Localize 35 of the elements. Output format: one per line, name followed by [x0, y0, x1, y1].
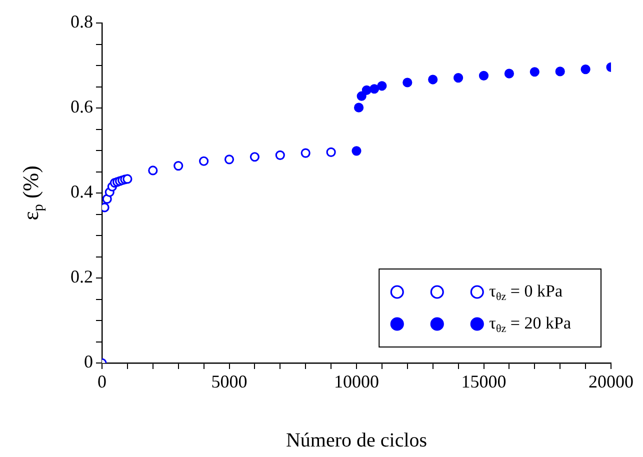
point	[428, 74, 438, 84]
point	[402, 78, 412, 88]
point	[122, 174, 132, 184]
y-tick-label: 0.8	[70, 12, 93, 32]
point	[504, 68, 514, 78]
point	[300, 148, 310, 158]
point	[454, 73, 464, 83]
y-tick-label: 0.4	[70, 182, 93, 202]
point	[478, 70, 489, 80]
point	[199, 156, 209, 166]
point	[356, 91, 366, 101]
x-tick-label: 10000	[334, 372, 379, 392]
y-tick-label: 0.6	[70, 96, 93, 117]
point	[370, 84, 380, 94]
y-tick-label: 0.2	[70, 266, 93, 287]
y-axis-title: εp (%)	[18, 166, 46, 220]
point	[148, 166, 158, 176]
x-tick-label: 0	[98, 372, 106, 392]
point	[250, 152, 260, 162]
y-tick-label: 0	[84, 352, 93, 372]
point	[354, 102, 364, 112]
x-axis-title: Número de ciclos	[286, 429, 428, 452]
point	[326, 147, 336, 157]
x-tick-label: 5000	[211, 372, 248, 392]
point	[530, 67, 540, 77]
point	[224, 154, 234, 164]
point	[580, 64, 590, 74]
point	[555, 66, 565, 76]
point	[275, 150, 285, 160]
x-tick-label: 15000	[461, 372, 506, 392]
x-tick-label: 20000	[588, 372, 634, 392]
point	[352, 146, 362, 156]
point	[362, 85, 372, 95]
point	[174, 161, 184, 171]
point	[377, 81, 387, 91]
